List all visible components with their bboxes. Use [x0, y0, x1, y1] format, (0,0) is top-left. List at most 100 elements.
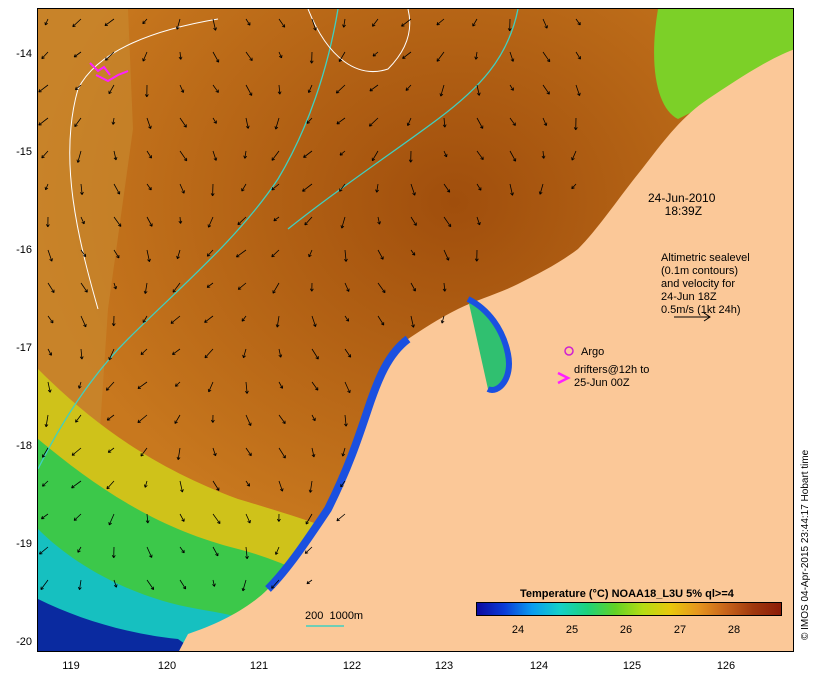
drifters-label: drifters@12h to 25-Jun 00Z: [574, 364, 650, 389]
velocity-arrow: [474, 51, 479, 60]
velocity-arrow: [271, 183, 280, 191]
velocity-arrow: [476, 183, 482, 191]
velocity-arrow: [436, 18, 445, 26]
velocity-arrow: [175, 18, 181, 30]
ne-cool-water: [654, 9, 793, 119]
velocity-arrow: [212, 84, 219, 93]
velocity-arrow: [179, 546, 185, 554]
velocity-arrow: [575, 84, 581, 97]
velocity-arrow: [204, 348, 214, 359]
colorbar-tick: 27: [673, 624, 687, 636]
velocity-arrow: [541, 150, 546, 159]
velocity-arrow: [80, 282, 88, 293]
velocity-arrow: [108, 513, 115, 526]
velocity-arrow: [146, 117, 152, 130]
velocity-arrow: [74, 117, 82, 127]
velocity-arrow: [146, 216, 153, 227]
x-tick: 119: [62, 660, 80, 672]
velocity-arrow: [206, 249, 214, 257]
velocity-arrow: [77, 546, 82, 553]
x-tick: 122: [342, 660, 362, 672]
velocity-arrow: [272, 282, 280, 294]
velocity-arrow: [278, 348, 283, 358]
velocity-arrow: [309, 282, 314, 292]
x-tick: 125: [622, 660, 642, 672]
velocity-arrow: [509, 51, 515, 62]
velocity-arrow: [278, 447, 286, 459]
velocity-arrow: [368, 117, 379, 127]
velocity-arrow: [410, 183, 416, 196]
map-canvas: [38, 9, 793, 651]
velocity-arrow: [442, 282, 447, 292]
velocity-arrow: [344, 348, 352, 358]
drifter-tracks: [89, 62, 129, 83]
velocity-arrow: [339, 183, 346, 192]
coastal-fringe: [265, 335, 411, 592]
velocity-arrow: [278, 51, 283, 59]
velocity-arrow: [340, 216, 346, 229]
velocity-arrow: [538, 183, 544, 195]
velocity-arrow: [377, 315, 385, 326]
velocity-arrow: [174, 414, 181, 424]
cool-band-blue: [38, 599, 196, 651]
velocity-arrow: [113, 216, 122, 227]
velocity-arrow: [304, 546, 313, 554]
velocity-arrow: [406, 117, 412, 127]
velocity-arrow: [304, 216, 313, 226]
velocity-arrow: [311, 414, 316, 422]
velocity-arrow: [401, 18, 412, 27]
velocity-arrow: [212, 18, 217, 31]
velocity-arrow: [335, 84, 346, 94]
velocity-arrow: [71, 447, 82, 456]
velocity-arrow: [311, 447, 316, 458]
velocity-arrow: [443, 183, 451, 193]
velocity-arrow: [39, 546, 49, 555]
velocity-arrow: [311, 18, 317, 31]
argo-label: Argo: [581, 346, 605, 358]
velocity-arrow: [212, 513, 221, 525]
y-tick: -20: [16, 636, 32, 648]
velocity-arrow: [207, 216, 214, 228]
velocity-arrow: [75, 414, 82, 423]
velocity-arrow: [212, 579, 216, 587]
velocity-arrow: [476, 84, 481, 96]
velocity-arrow: [472, 18, 478, 27]
velocity-arrow: [509, 150, 517, 162]
velocity-arrow: [146, 150, 152, 159]
velocity-arrow: [79, 348, 84, 360]
velocity-arrow: [108, 84, 115, 95]
credit-line: © IMOS 04-Apr-2015 23:44:17 Hobart time: [800, 449, 811, 640]
velocity-arrow: [306, 579, 313, 585]
velocity-arrow: [311, 348, 319, 360]
velocity-arrow: [237, 282, 247, 290]
velocity-arrow: [47, 249, 53, 262]
velocity-arrow: [212, 150, 218, 161]
velocity-arrow: [206, 282, 214, 288]
velocity-arrow: [339, 150, 346, 156]
velocity-arrow: [237, 216, 247, 226]
velocity-arrow: [106, 414, 115, 421]
velocity-arrow: [44, 183, 49, 191]
velocity-arrow: [377, 216, 381, 225]
velocity-scale-arrow: [674, 312, 711, 322]
sealevel-contour-north: [307, 9, 411, 72]
velocity-arrow: [140, 348, 148, 356]
velocity-arrow: [42, 447, 49, 458]
velocity-arrow: [77, 579, 82, 591]
velocity-arrow: [137, 414, 148, 424]
y-tick: -16: [16, 244, 32, 256]
velocity-arrow: [242, 348, 247, 359]
velocity-arrow: [176, 249, 181, 260]
velocity-arrow: [80, 249, 87, 258]
drifter-marker-legend: [557, 371, 571, 385]
velocity-arrow: [443, 249, 450, 261]
velocity-arrow: [235, 249, 247, 258]
velocity-arrow: [45, 216, 50, 228]
velocity-arrow: [245, 381, 249, 394]
velocity-arrow: [371, 150, 379, 162]
velocity-arrow: [405, 84, 412, 91]
velocity-arrow: [178, 216, 183, 224]
velocity-arrow: [172, 282, 181, 293]
velocity-arrow: [344, 414, 348, 427]
velocity-arrow: [344, 282, 350, 292]
